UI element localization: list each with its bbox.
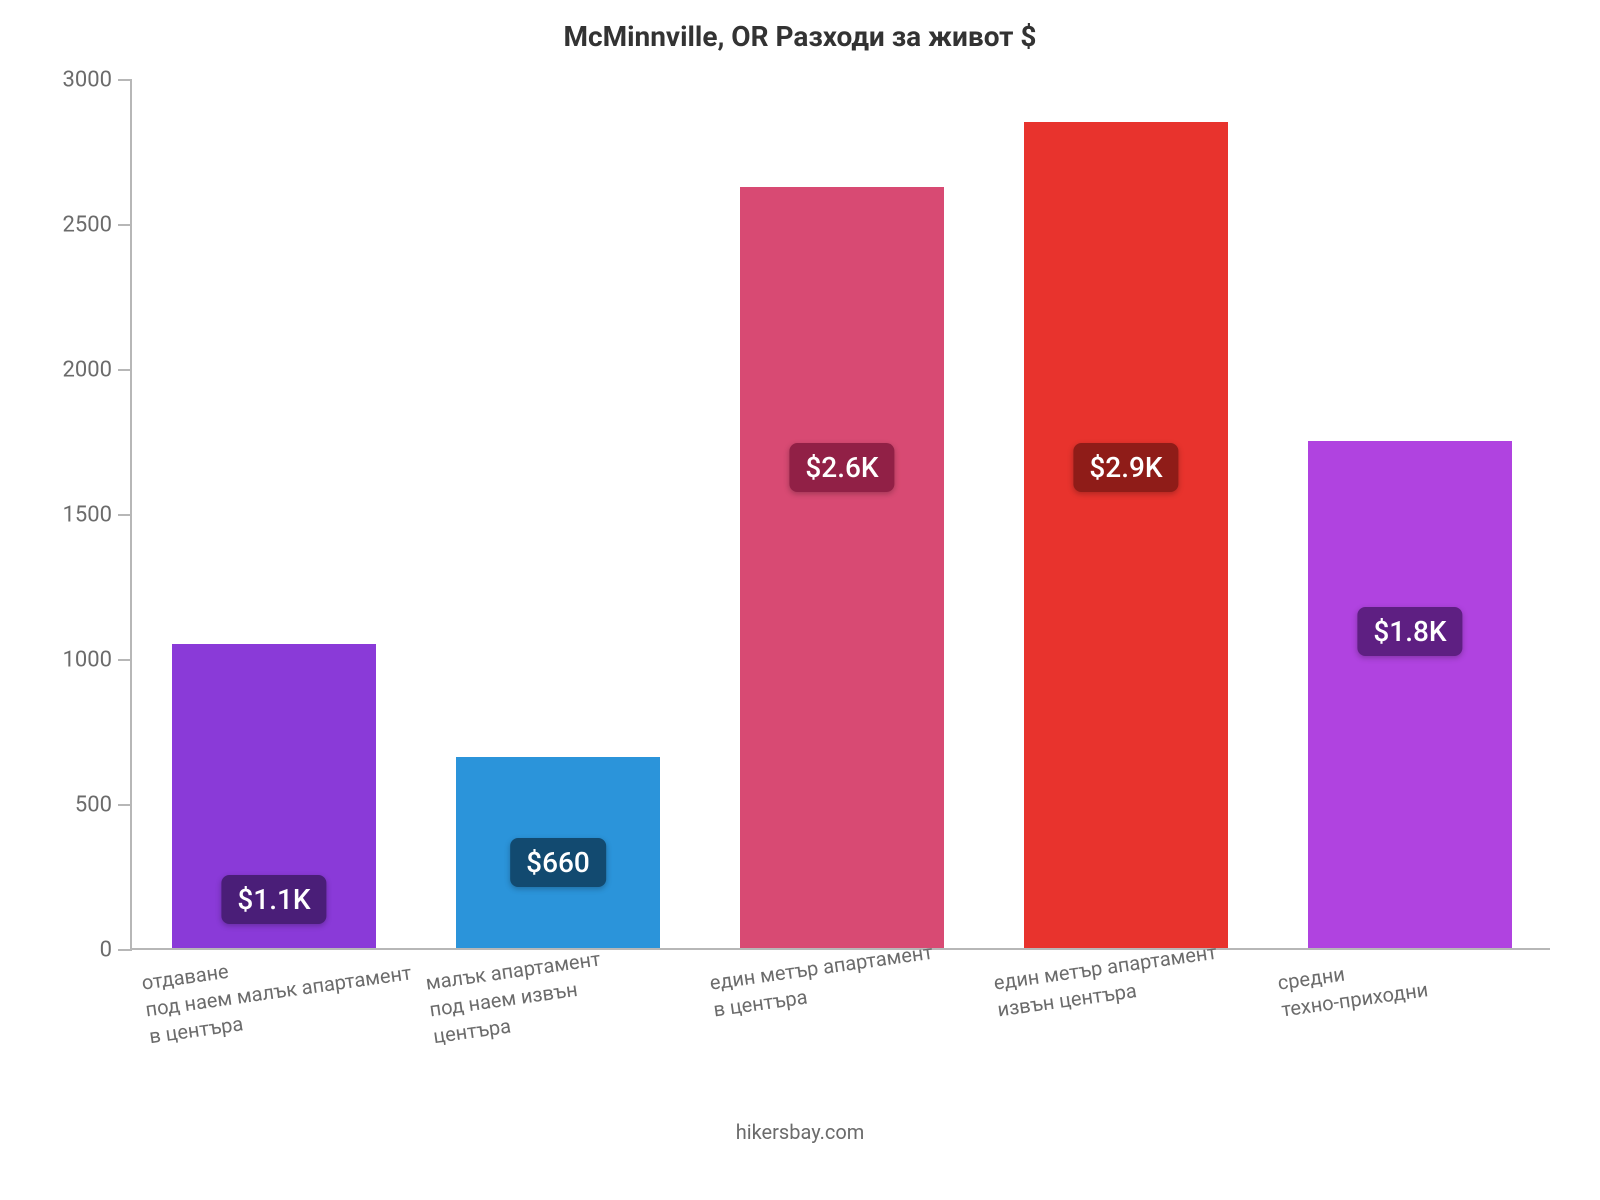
- bar-value-label: $660: [510, 838, 606, 887]
- category-label: един метър апартамент в центъра: [708, 939, 938, 1024]
- bar: $1.1K: [172, 644, 376, 949]
- bar-value-label: $1.8K: [1357, 607, 1462, 656]
- bar: $1.8K: [1308, 441, 1512, 949]
- y-axis-tick-label: 2500: [63, 213, 132, 238]
- chart-container: McMinnville, OR Разходи за живот $ 0 500 1…: [0, 0, 1600, 1200]
- category-label: средни техно-приходни: [1276, 949, 1430, 1023]
- y-axis-tick-label: 3000: [63, 68, 132, 93]
- bar-value-label: $2.9K: [1073, 443, 1178, 492]
- y-axis-tick-label: 1500: [63, 503, 132, 528]
- category-label: малък апартамент под наем извън центъра: [424, 945, 610, 1050]
- bar-value-label: $2.6K: [789, 443, 894, 492]
- category-label: един метър апартамент извън центъра: [992, 939, 1222, 1024]
- plot-area: 050010001500200025003000$1.1K$660$2.6K$2…: [130, 80, 1550, 950]
- chart-footer: hikersbay.com: [0, 1120, 1600, 1144]
- bar: $660: [456, 757, 660, 948]
- bar-value-label: $1.1K: [221, 875, 326, 924]
- bar: $2.9K: [1024, 122, 1228, 949]
- y-axis-tick-label: 1000: [63, 648, 132, 673]
- bar: $2.6K: [740, 187, 944, 948]
- y-axis-tick-label: 2000: [63, 358, 132, 383]
- category-label: отдаване под наем малък апартамент в цен…: [140, 933, 417, 1051]
- y-axis-tick-label: 0: [100, 938, 132, 963]
- chart-title: McMinnville, OR Разходи за живот $: [0, 20, 1600, 53]
- y-axis-tick-label: 500: [75, 793, 132, 818]
